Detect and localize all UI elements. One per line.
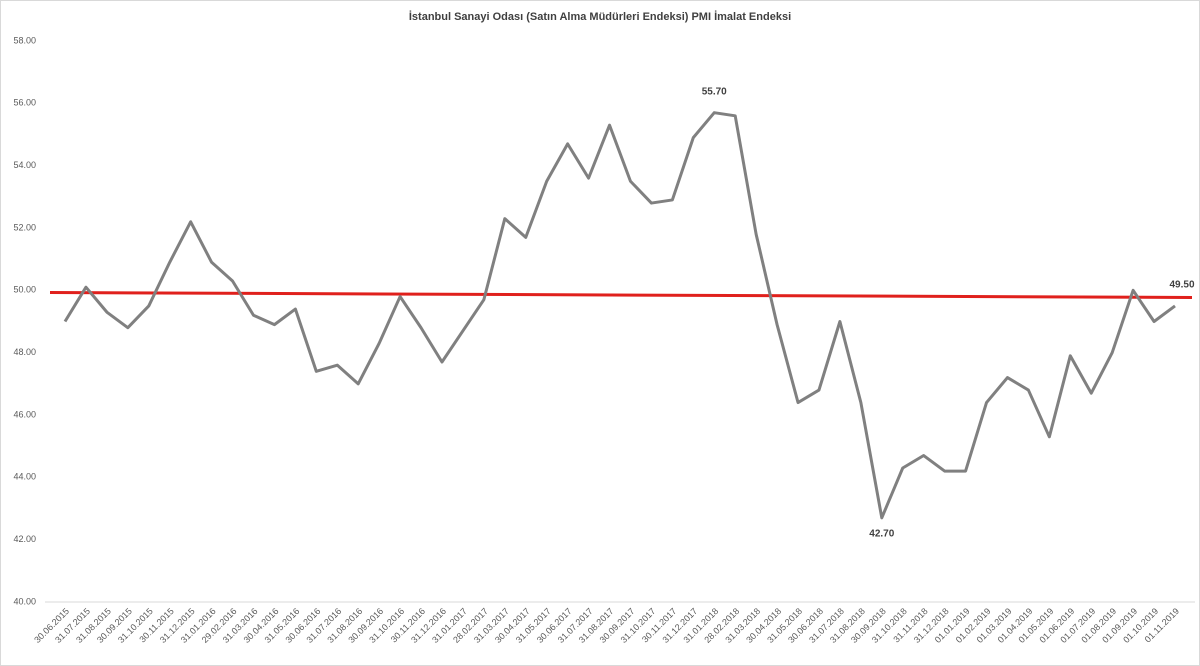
y-tick-label: 54.00 [13, 160, 36, 170]
y-tick-label: 42.00 [13, 534, 36, 544]
data-label: 55.70 [702, 86, 727, 97]
chart-title: İstanbul Sanayi Odası (Satın Alma Müdürl… [409, 10, 791, 23]
data-line [63, 111, 1176, 520]
y-tick-label: 50.00 [13, 285, 36, 295]
y-tick-label: 52.00 [13, 222, 36, 232]
data-label: 42.70 [869, 528, 894, 539]
y-tick-label: 56.00 [13, 98, 36, 108]
y-tick-label: 58.00 [13, 35, 36, 45]
data-label: 49.50 [1169, 280, 1194, 291]
y-tick-label: 40.00 [13, 596, 36, 606]
y-tick-label: 48.00 [13, 347, 36, 357]
y-tick-label: 44.00 [13, 472, 36, 482]
y-tick-label: 46.00 [13, 409, 36, 419]
